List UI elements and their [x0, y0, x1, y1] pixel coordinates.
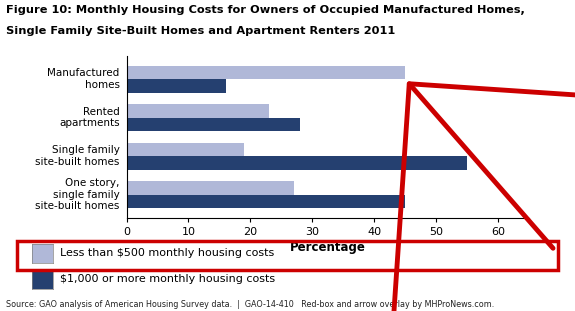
Text: Single Family Site-Built Homes and Apartment Renters 2011: Single Family Site-Built Homes and Apart… [6, 26, 395, 36]
Text: Less than $500 monthly housing costs: Less than $500 monthly housing costs [60, 248, 275, 258]
Bar [126, 156, 467, 169]
Text: Figure 10: Monthly Housing Costs for Owners of Occupied Manufactured Homes,: Figure 10: Monthly Housing Costs for Own… [6, 5, 524, 15]
Bar [126, 181, 294, 195]
Bar [126, 66, 405, 79]
X-axis label: Percentage: Percentage [290, 241, 366, 254]
Text: $1,000 or more monthly housing costs: $1,000 or more monthly housing costs [60, 274, 275, 284]
Bar [126, 118, 300, 131]
Bar [126, 79, 225, 93]
Bar [126, 195, 405, 208]
Bar [126, 143, 244, 156]
Text: Source: GAO analysis of American Housing Survey data.  |  GAO-14-410   Red-box a: Source: GAO analysis of American Housing… [6, 299, 494, 309]
Bar [126, 104, 269, 118]
